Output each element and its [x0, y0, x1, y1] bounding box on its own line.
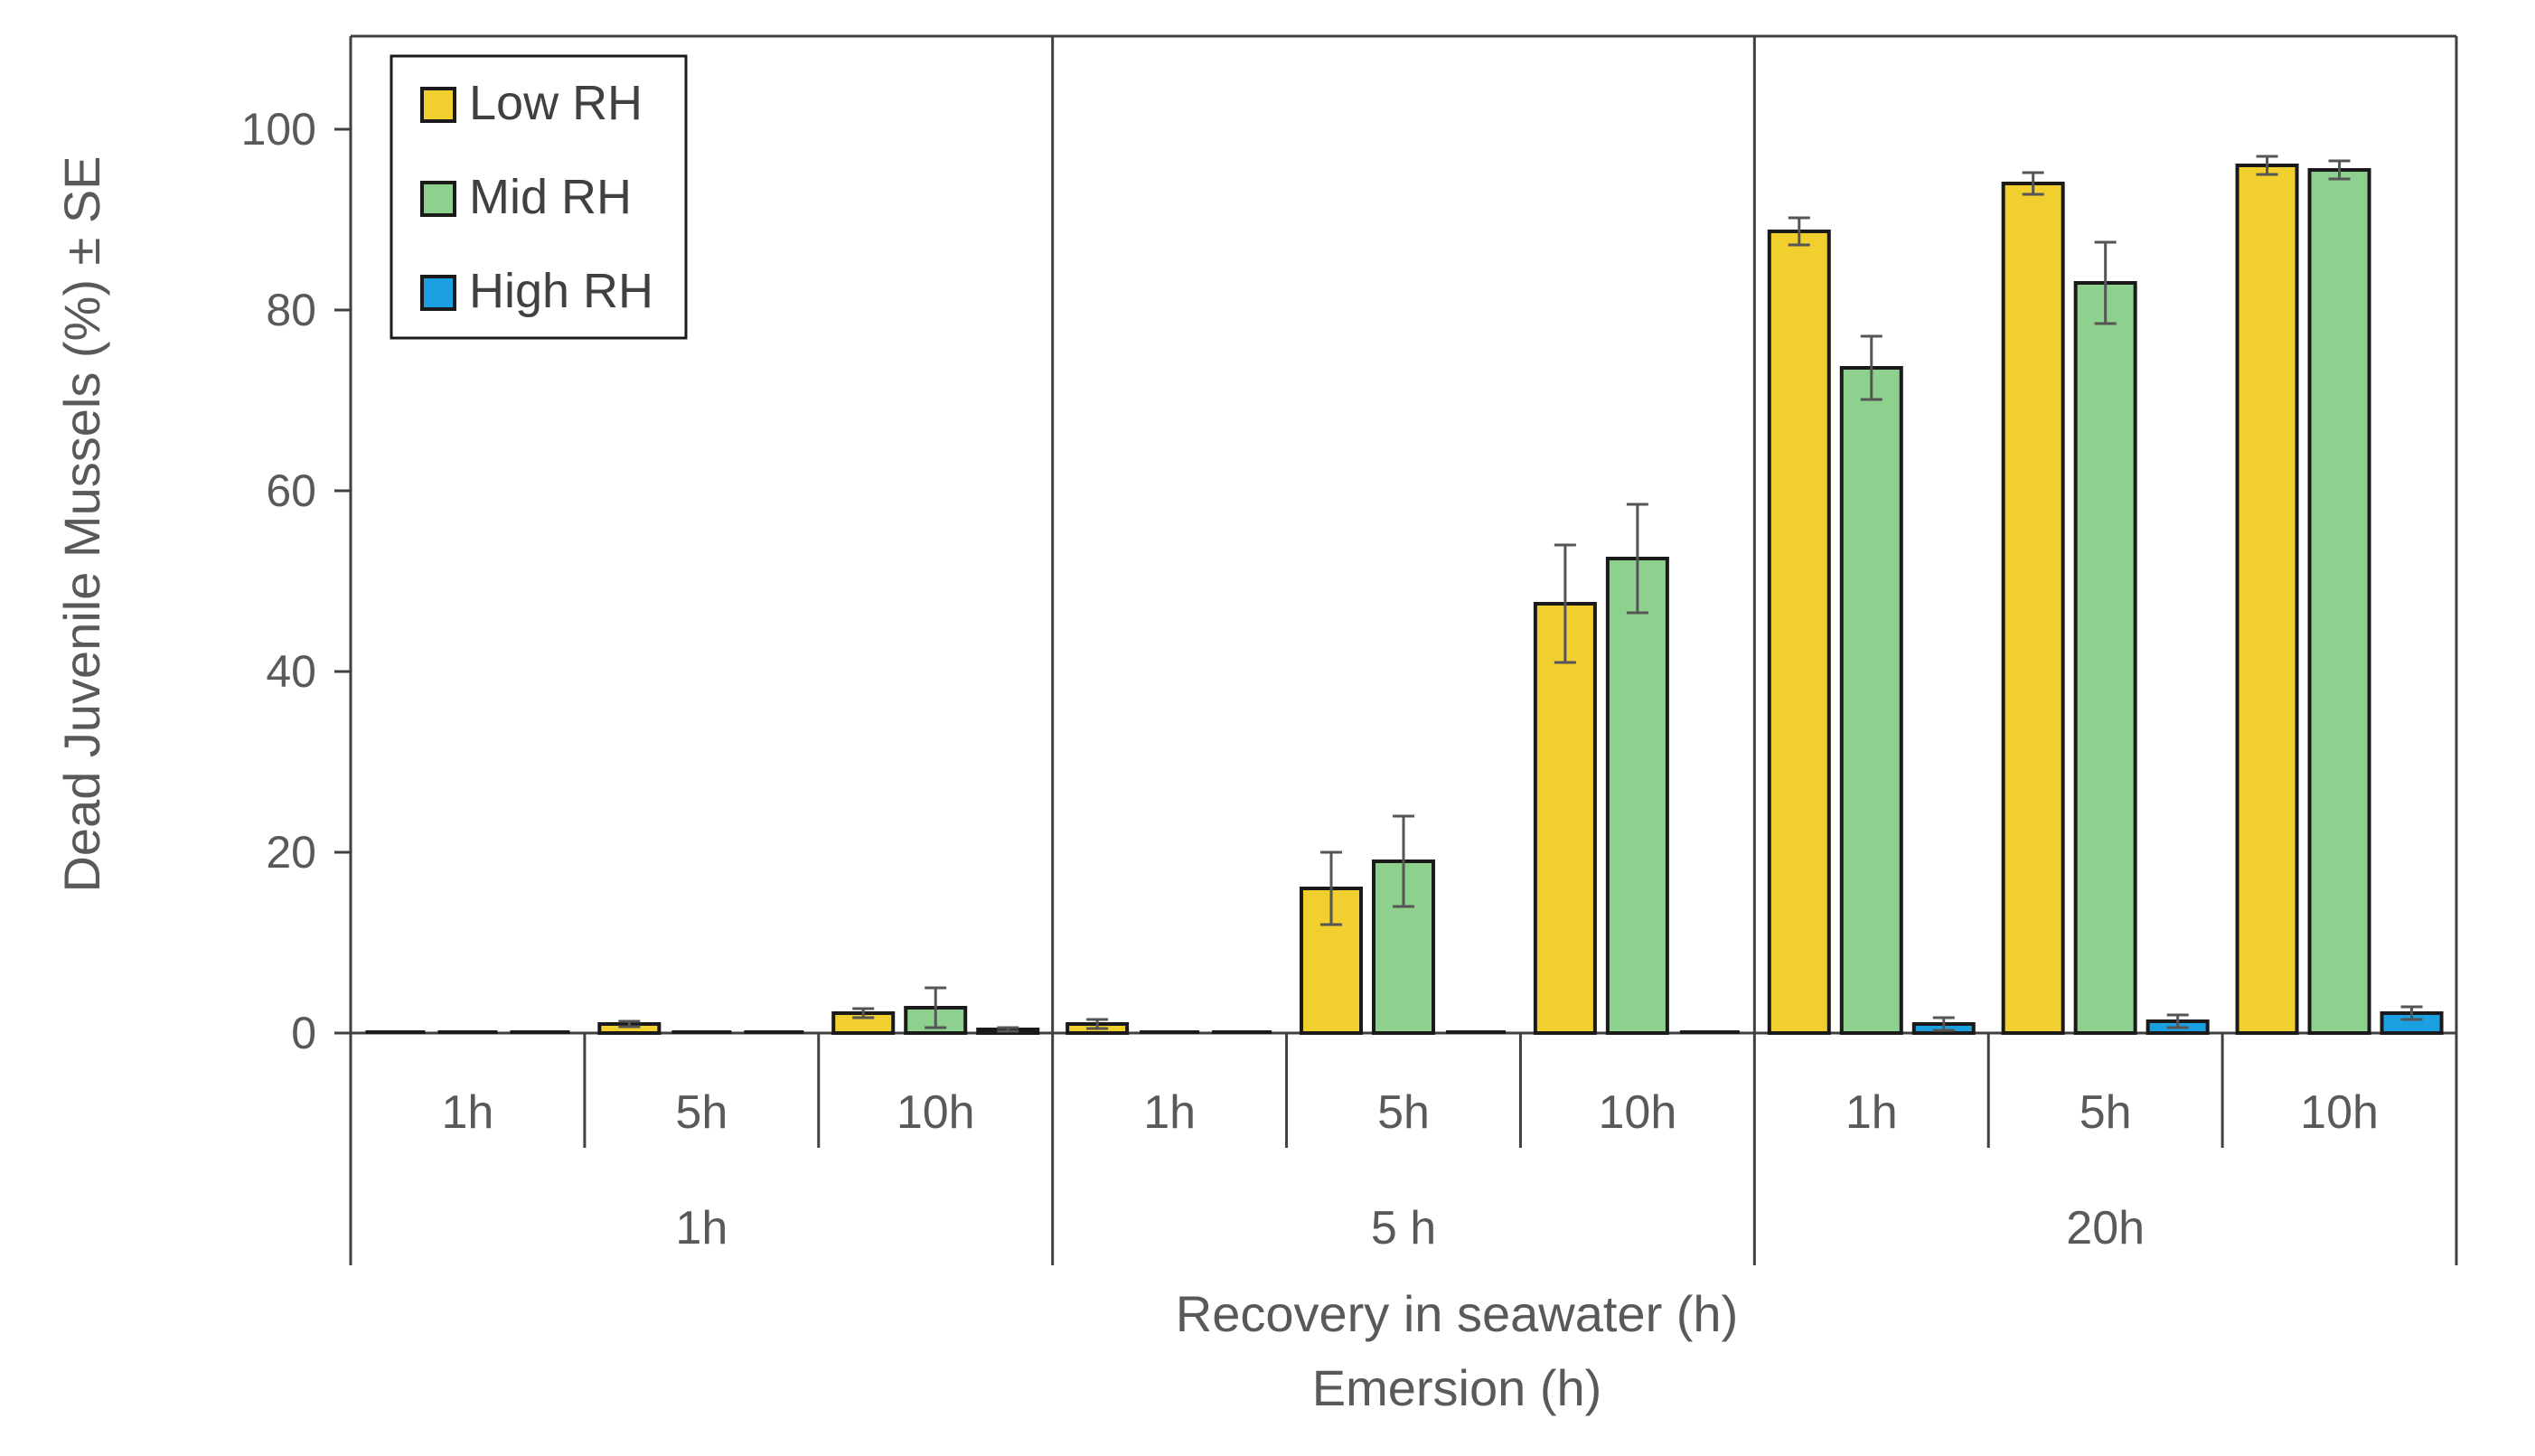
legend-label: Low RH — [469, 76, 643, 130]
legend-swatch — [420, 87, 456, 123]
legend: Low RH Mid RH High RH — [390, 54, 688, 340]
x-axis-title-secondary: Emersion (h) — [1312, 1359, 1602, 1416]
emersion-group-label: 5 h — [1371, 1202, 1436, 1254]
y-tick-label: 100 — [241, 104, 316, 155]
y-tick-label: 40 — [266, 646, 316, 697]
y-tick-label: 20 — [266, 827, 316, 878]
recovery-category-label: 10h — [2300, 1086, 2379, 1139]
recovery-category-label: 1h — [442, 1086, 494, 1139]
recovery-category-label: 10h — [897, 1086, 975, 1139]
bars — [365, 155, 2444, 1035]
emersion-group-label: 20h — [2066, 1202, 2145, 1254]
axis-labels: Dead Juvenile Mussels (%) ± SE Recovery … — [53, 104, 2379, 1416]
legend-label: High RH — [469, 264, 653, 318]
bar — [1839, 366, 1903, 1035]
emersion-group-label: 1h — [675, 1202, 728, 1254]
y-axis-title: Dead Juvenile Mussels (%) ± SE — [53, 155, 110, 892]
bar — [1605, 557, 1669, 1035]
x-axis-title: Recovery in seawater (h) — [1176, 1285, 1738, 1342]
y-tick-label: 60 — [266, 465, 316, 516]
bar — [2235, 164, 2299, 1035]
legend-swatch — [420, 275, 456, 311]
recovery-category-label: 5h — [1377, 1086, 1430, 1139]
bar — [2073, 281, 2137, 1035]
y-tick-label: 80 — [266, 285, 316, 335]
y-tick-label: 0 — [291, 1008, 316, 1058]
bar — [2001, 182, 2065, 1035]
recovery-category-label: 1h — [1845, 1086, 1898, 1139]
bar — [1533, 602, 1597, 1035]
recovery-category-label: 1h — [1143, 1086, 1196, 1139]
bar — [2307, 168, 2371, 1035]
legend-label: Mid RH — [469, 170, 632, 224]
recovery-category-label: 5h — [2080, 1086, 2132, 1139]
legend-swatch — [420, 181, 456, 217]
bar — [1767, 230, 1831, 1035]
recovery-category-label: 5h — [675, 1086, 728, 1139]
recovery-category-label: 10h — [1599, 1086, 1677, 1139]
